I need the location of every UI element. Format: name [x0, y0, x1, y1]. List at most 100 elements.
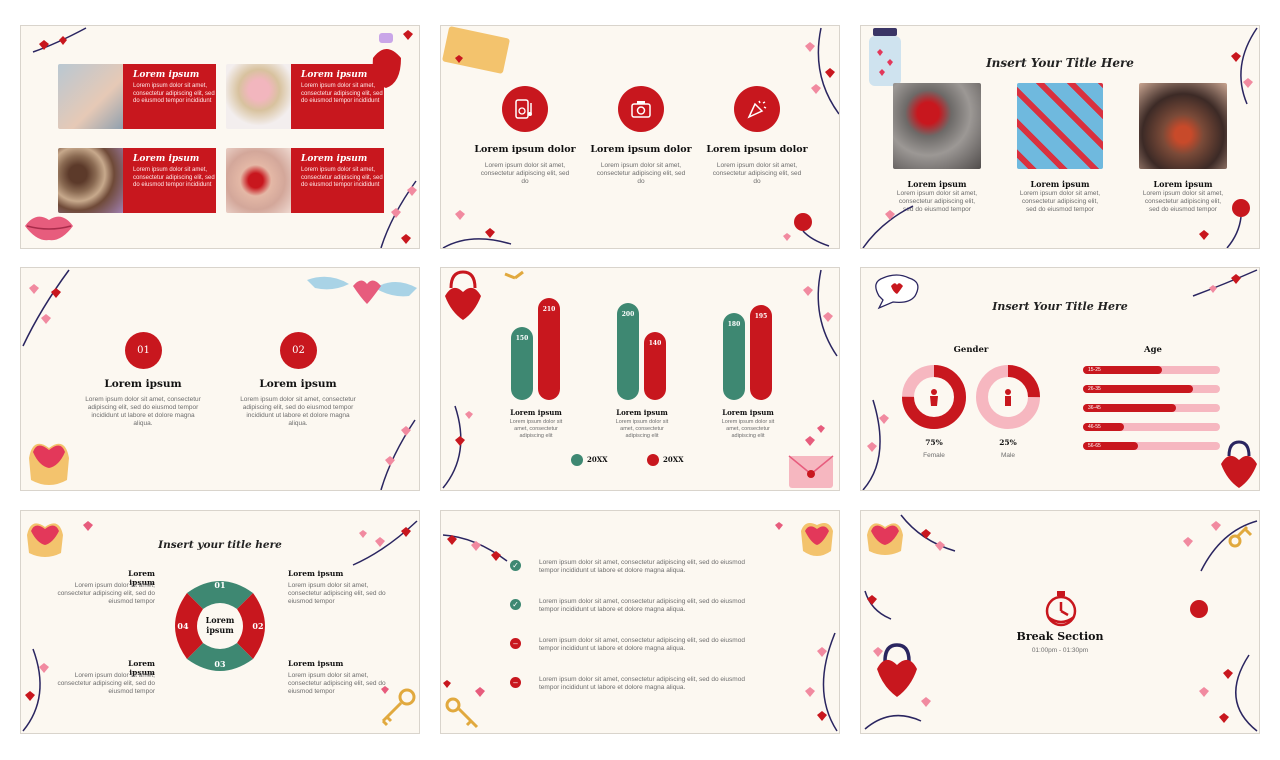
four-part-ring-diagram — [175, 581, 265, 671]
chart-bar: 140 — [644, 332, 666, 400]
winged-heart-decoration — [307, 276, 417, 304]
item-title: Lorem ipsum — [907, 179, 967, 189]
item-title: Lorem ipsum — [1153, 179, 1213, 189]
gender-heading: Gender — [953, 345, 989, 355]
flowers-photo — [226, 64, 292, 129]
branch-hearts-decoration — [32, 27, 87, 53]
category-description: Lorem ipsum dolor sit amet, consectetur … — [721, 419, 775, 439]
age-bar-fill — [1083, 385, 1193, 393]
item-body: Lorem ipsum dolor sit amet, consectetur … — [1142, 190, 1224, 213]
slide-7-thumbnail[interactable]: Insert your title here Lorem ipsum Lorem… — [20, 510, 420, 734]
category-label: Lorem ipsum — [510, 408, 562, 417]
segment-number: 04 — [177, 621, 189, 631]
item-title: Lorem ipsum — [128, 659, 155, 677]
segment-number: 02 — [252, 621, 264, 631]
chart-bar: 210 — [538, 298, 560, 400]
slide-4-thumbnail[interactable]: 01 02 Lorem ipsum Lorem ipsum Lorem ipsu… — [20, 267, 420, 491]
slide-6-thumbnail[interactable]: Insert Your Title Here Gender Age 75% 25… — [860, 267, 1260, 491]
age-bar-label: 26-35 — [1088, 386, 1101, 392]
slide-9-thumbnail[interactable]: Break Section 01:00pm - 01:30pm — [860, 510, 1260, 734]
legend-swatch — [647, 454, 659, 466]
age-bar-label: 15-25 — [1088, 367, 1101, 373]
category-description: Lorem ipsum dolor sit amet, consectetur … — [509, 419, 563, 439]
age-bar-label: 36-45 — [1088, 405, 1101, 411]
item-title: Lorem ipsum — [288, 569, 344, 578]
heart-jar-decoration — [869, 28, 901, 86]
bar-group: 180 195 — [723, 298, 773, 400]
age-bar: 56-65 — [1083, 442, 1220, 450]
red-info-box: Lorem ipsum Lorem ipsum dolor sit amet, … — [123, 64, 216, 129]
item-body: Lorem ipsum dolor sit amet, consectetur … — [480, 162, 570, 185]
branch-hearts-decoration — [380, 180, 417, 248]
heart-box-decoration — [775, 522, 833, 556]
item-body: Lorem ipsum dolor sit amet, consectetur … — [712, 162, 802, 185]
chart-bar: 195 — [750, 305, 772, 400]
branch-hearts-decoration — [1231, 27, 1258, 105]
red-info-box: Lorem ipsum Lorem ipsum dolor sit amet, … — [123, 148, 216, 213]
male-donut-chart — [976, 365, 1040, 429]
category-label: Lorem ipsum — [616, 408, 668, 417]
box-body: Lorem ipsum dolor sit amet, consectetur … — [301, 83, 383, 104]
chart-bar: 200 — [617, 302, 639, 400]
legend-label: 20XX — [663, 455, 684, 464]
slide-title: Insert Your Title Here — [992, 300, 1128, 313]
category-label: Lorem ipsum — [722, 408, 774, 417]
step-number-badge: 01 — [125, 332, 162, 369]
list-item-text: Lorem ipsum dolor sit amet, consectetur … — [539, 559, 745, 574]
branch-hearts-decoration — [442, 534, 508, 562]
age-bar-fill — [1083, 404, 1177, 412]
age-bar-label: 56-65 — [1088, 443, 1101, 449]
branch-hearts-decoration — [380, 419, 416, 490]
item-body: Lorem ipsum dolor sit amet, consectetur … — [57, 582, 155, 605]
music-player-icon — [502, 86, 548, 132]
branch-hearts-decoration — [862, 205, 914, 248]
box-title: Lorem ipsum — [301, 154, 368, 164]
box-body: Lorem ipsum dolor sit amet, consectetur … — [133, 83, 215, 104]
chocolates-photo — [58, 148, 124, 213]
list-item-text: Lorem ipsum dolor sit amet, consectetur … — [539, 676, 745, 691]
male-label: Male — [1000, 452, 1016, 459]
legend-swatch — [571, 454, 583, 466]
red-info-box: Lorem ipsum Lorem ipsum dolor sit amet, … — [291, 64, 384, 129]
dinner-photo — [1139, 83, 1227, 169]
gifts-photo — [1017, 83, 1103, 169]
branch-hearts-decoration — [1199, 654, 1258, 732]
key-decoration — [381, 686, 416, 727]
branch-hearts-decoration — [442, 405, 473, 489]
item-body: Lorem ipsum dolor sit amet, consectetur … — [288, 582, 386, 605]
party-popper-icon — [734, 86, 780, 132]
item-title: Lorem ipsum dolor — [474, 144, 576, 155]
slide-3-thumbnail[interactable]: Insert Your Title Here Lorem ipsum Lorem… — [860, 25, 1260, 249]
item-title: Lorem ipsum dolor — [706, 144, 808, 155]
slide-5-chart-thumbnail[interactable]: 150 210 200 140 180 195 Lorem ipsum Lore… — [440, 267, 840, 491]
bar-value-label: 200 — [621, 310, 635, 318]
age-bar-label: 46-55 — [1088, 424, 1101, 430]
speech-bubble-heart-decoration — [875, 274, 919, 310]
age-bar-fill — [1083, 442, 1138, 450]
branch-hearts-decoration — [803, 269, 838, 357]
stopwatch-icon — [1045, 591, 1077, 627]
envelope-decoration — [442, 26, 510, 74]
item-body: Lorem ipsum dolor sit amet, consectetur … — [57, 672, 155, 695]
branch-hearts-decoration — [442, 210, 512, 248]
branch-hearts-decoration — [352, 520, 418, 566]
roses-photo — [893, 83, 981, 169]
item-title: Lorem ipsum dolor — [590, 144, 692, 155]
minus-icon: – — [510, 677, 521, 688]
bar-value-label: 150 — [515, 335, 529, 343]
chart-bar: 180 — [723, 312, 745, 400]
item-body: Lorem ipsum dolor sit amet, consectetur … — [85, 396, 201, 427]
couple-photo — [58, 64, 124, 129]
item-body: Lorem ipsum dolor sit amet, consectetur … — [240, 396, 356, 427]
bar-value-label: 180 — [727, 320, 741, 328]
slide-8-thumbnail[interactable]: ✓ Lorem ipsum dolor sit amet, consectetu… — [440, 510, 840, 734]
female-percent: 75% — [925, 438, 943, 447]
box-body: Lorem ipsum dolor sit amet, consectetur … — [133, 167, 215, 188]
slide-2-thumbnail[interactable]: Lorem ipsum dolor Lorem ipsum dolor Lore… — [440, 25, 840, 249]
section-title: Break Section — [1016, 630, 1104, 643]
age-bar: 36-45 — [1083, 404, 1220, 412]
slide-1-thumbnail[interactable]: Lorem ipsum Lorem ipsum dolor sit amet, … — [20, 25, 420, 249]
heart-lock-decoration — [1221, 440, 1257, 488]
heart-lock-decoration — [864, 643, 931, 730]
camera-icon — [618, 86, 664, 132]
